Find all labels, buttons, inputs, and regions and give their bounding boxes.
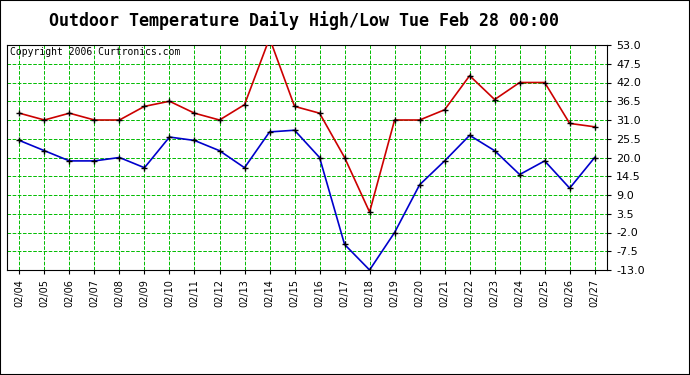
Text: Copyright 2006 Curtronics.com: Copyright 2006 Curtronics.com: [10, 47, 180, 57]
Text: Outdoor Temperature Daily High/Low Tue Feb 28 00:00: Outdoor Temperature Daily High/Low Tue F…: [48, 11, 559, 30]
